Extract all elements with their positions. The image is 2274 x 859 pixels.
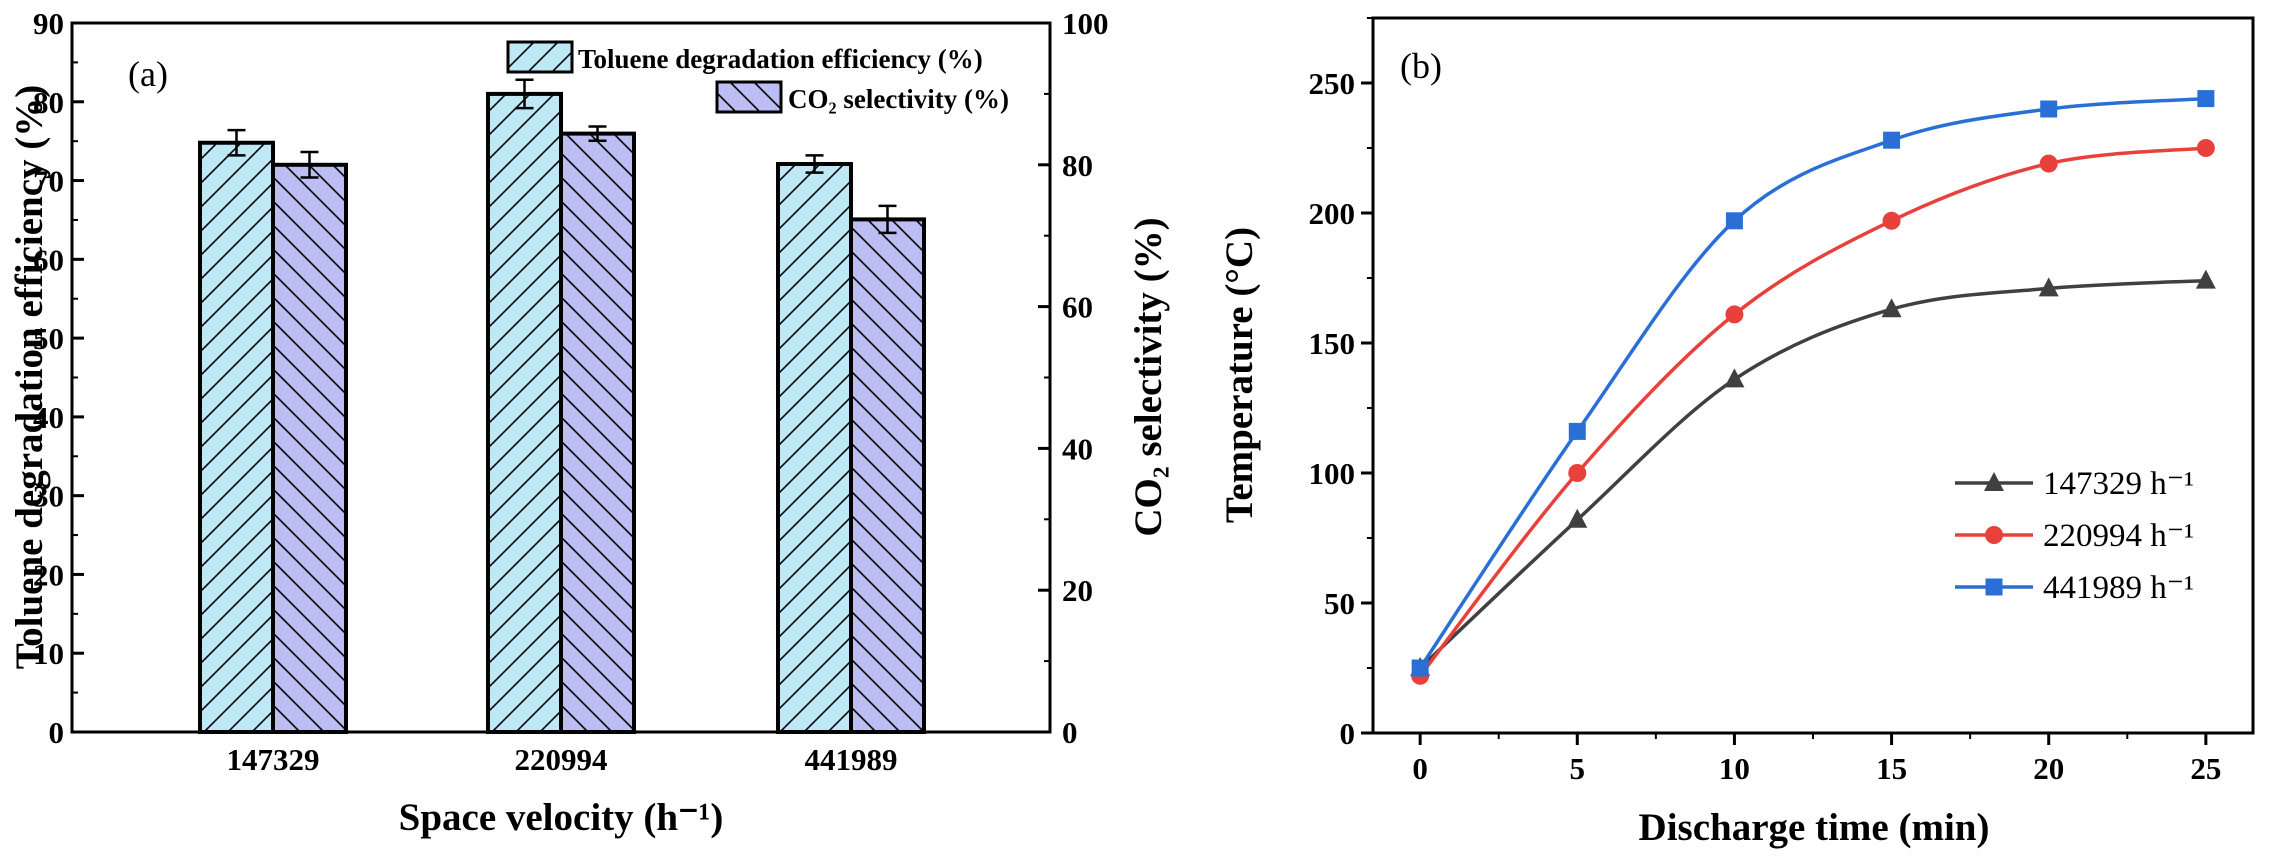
x-tick-label: 0 [1412, 751, 1428, 786]
bar-co2-441989 [849, 217, 926, 734]
y-axis-label-right: CO₂ selectivity (%) [1127, 217, 1170, 536]
right-tick-label: 60 [1062, 290, 1093, 325]
panel-a-bar-chart: 0 10 20 30 40 50 60 70 80 90 0 20 40 60 80 100 147329 2… [8, 6, 1170, 839]
data-point-1-20 [2039, 154, 2058, 173]
bar-toluene-220994 [486, 91, 563, 734]
left-tick-label: 70 [33, 164, 64, 199]
x-axis-ticks-b: 0 5 10 15 20 25 [1412, 733, 2221, 786]
right-tick-label: 80 [1062, 148, 1093, 183]
bar-toluene-441989 [776, 162, 853, 735]
data-point-2-5 [1568, 422, 1586, 440]
legend-swatch-co2 [715, 80, 783, 114]
left-tick-label: 0 [49, 715, 65, 750]
series-lines [1410, 90, 2216, 685]
left-tick-label: 10 [33, 636, 64, 671]
left-tick-label: 50 [33, 321, 64, 356]
x-tick-label-147329: 147329 [227, 742, 320, 777]
left-tick-label: 30 [33, 479, 64, 514]
data-point-0-25 [2195, 269, 2216, 289]
y-axis-label-left: Toluene degradation efficiency (%) [8, 85, 51, 670]
right-axis-ticks: 0 20 40 60 80 100 [1038, 6, 1109, 750]
legend-marker-1 [1985, 526, 2003, 544]
legend-a: Toluene degradation efficiency (%) CO₂ s… [506, 40, 1009, 114]
left-tick-label: 40 [33, 400, 64, 435]
y-axis-label-b: Temperature (°C) [1218, 227, 1261, 523]
data-point-2-15 [1883, 131, 1901, 149]
legend-label-0: 147329 h⁻¹ [2043, 466, 2194, 502]
x-axis-ticks: 147329 220994 441989 [227, 720, 898, 777]
y-tick-label: 50 [1324, 586, 1355, 621]
panel-b-line-chart: 0 50 100 150 200 250 0 5 10 15 20 25 (b) Temperatu… [1218, 16, 2255, 849]
panel-label-b: (b) [1400, 46, 1442, 86]
legend-swatch-toluene [506, 40, 574, 74]
bar-co2-220994 [559, 131, 636, 734]
x-axis-label-b: Discharge time (min) [1639, 806, 1990, 849]
data-point-0-15 [1881, 298, 1902, 318]
x-tick-label: 10 [1719, 751, 1750, 786]
y-tick-label: 100 [1309, 456, 1356, 491]
x-tick-label: 5 [1570, 751, 1586, 786]
data-point-0-20 [2038, 277, 2059, 297]
bar-toluene-147329 [198, 140, 275, 734]
series-line-0 [1418, 278, 2206, 670]
y-tick-label: 150 [1309, 326, 1356, 361]
bar-co2-147329 [271, 162, 348, 735]
data-point-1-10 [1725, 305, 1744, 324]
y-axis-ticks-b: 0 50 100 150 200 250 [1309, 17, 1373, 751]
bars-group [198, 78, 926, 735]
data-point-1-25 [2196, 139, 2215, 157]
x-tick-label-441989: 441989 [805, 742, 898, 777]
legend-label-co2: CO₂ selectivity (%) [788, 84, 1009, 114]
right-tick-label: 40 [1062, 431, 1093, 466]
y-tick-label: 250 [1309, 66, 1356, 101]
legend-label-toluene: Toluene degradation efficiency (%) [578, 44, 983, 74]
legend-label-2: 441989 h⁻¹ [2043, 570, 2194, 606]
x-tick-label: 20 [2033, 751, 2064, 786]
legend-marker-0 [1984, 472, 2004, 491]
left-tick-label: 90 [33, 6, 64, 41]
left-tick-label: 80 [33, 85, 64, 120]
data-point-1-5 [1568, 464, 1587, 482]
left-tick-label: 60 [33, 242, 64, 277]
legend-marker-2 [1985, 578, 2003, 596]
right-tick-label: 0 [1062, 715, 1078, 750]
right-tick-label: 20 [1062, 573, 1093, 608]
left-tick-label: 20 [33, 557, 64, 592]
left-axis-ticks: 0 10 20 30 40 50 60 70 80 90 [33, 6, 84, 750]
plot-frame-b [1371, 16, 2255, 735]
data-point-2-10 [1725, 212, 1743, 230]
x-tick-label: 25 [2190, 751, 2221, 786]
y-tick-label: 0 [1340, 716, 1356, 751]
data-point-0-5 [1567, 508, 1588, 528]
legend-b: 147329 h⁻¹ 220994 h⁻¹ 441989 h⁻¹ [1955, 466, 2194, 606]
data-point-2-0 [1411, 659, 1429, 677]
x-tick-label: 15 [1876, 751, 1907, 786]
data-point-2-25 [2197, 90, 2215, 108]
data-point-1-15 [1882, 211, 1901, 230]
data-point-2-20 [2040, 100, 2058, 118]
x-tick-label-220994: 220994 [515, 742, 608, 777]
legend-label-1: 220994 h⁻¹ [2043, 518, 2194, 554]
data-point-0-10 [1724, 368, 1745, 388]
right-tick-label: 100 [1062, 6, 1109, 41]
x-axis-label-a: Space velocity (h⁻¹) [399, 796, 724, 839]
y-tick-label: 200 [1309, 196, 1356, 231]
panel-label-a: (a) [128, 54, 168, 94]
